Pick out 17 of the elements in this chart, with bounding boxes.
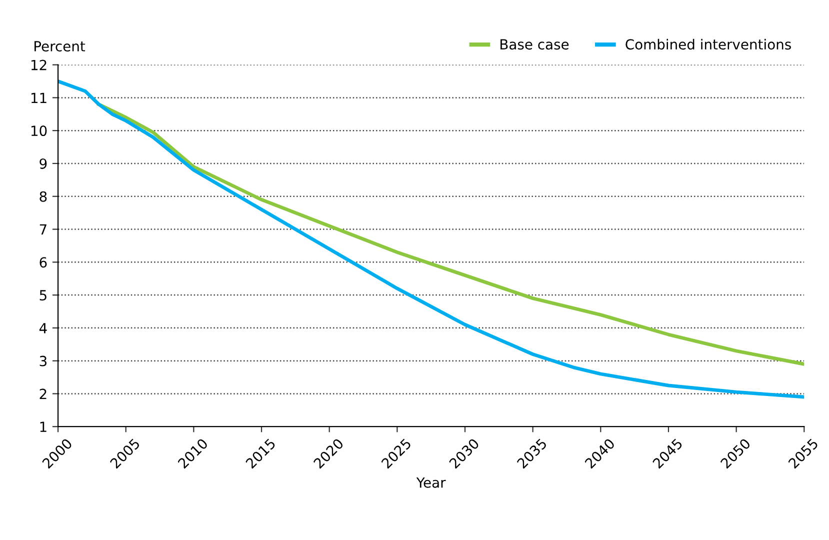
y-tick-label: 2: [40, 388, 46, 399]
x-axis-title: Year: [416, 478, 446, 488]
legend-label: Combined interventions: [626, 38, 791, 50]
y-axis-title: Percent: [34, 41, 86, 52]
y-tick-label: 7: [40, 224, 46, 235]
y-tick-label: 10: [31, 126, 47, 136]
y-tick-label: 8: [40, 191, 47, 202]
y-tick-label: 11: [31, 92, 46, 103]
y-tick-label: 12: [31, 60, 46, 70]
legend-label: Base case: [500, 39, 569, 50]
y-tick-label: 9: [40, 158, 47, 169]
line-series: [58, 80, 804, 399]
y-tick-label: 4: [39, 323, 47, 334]
y-tick-label: 5: [40, 290, 46, 301]
y-tick-label: 1: [40, 422, 46, 432]
y-tick-label: 3: [40, 356, 46, 366]
y-tick-label: 6: [40, 257, 47, 268]
